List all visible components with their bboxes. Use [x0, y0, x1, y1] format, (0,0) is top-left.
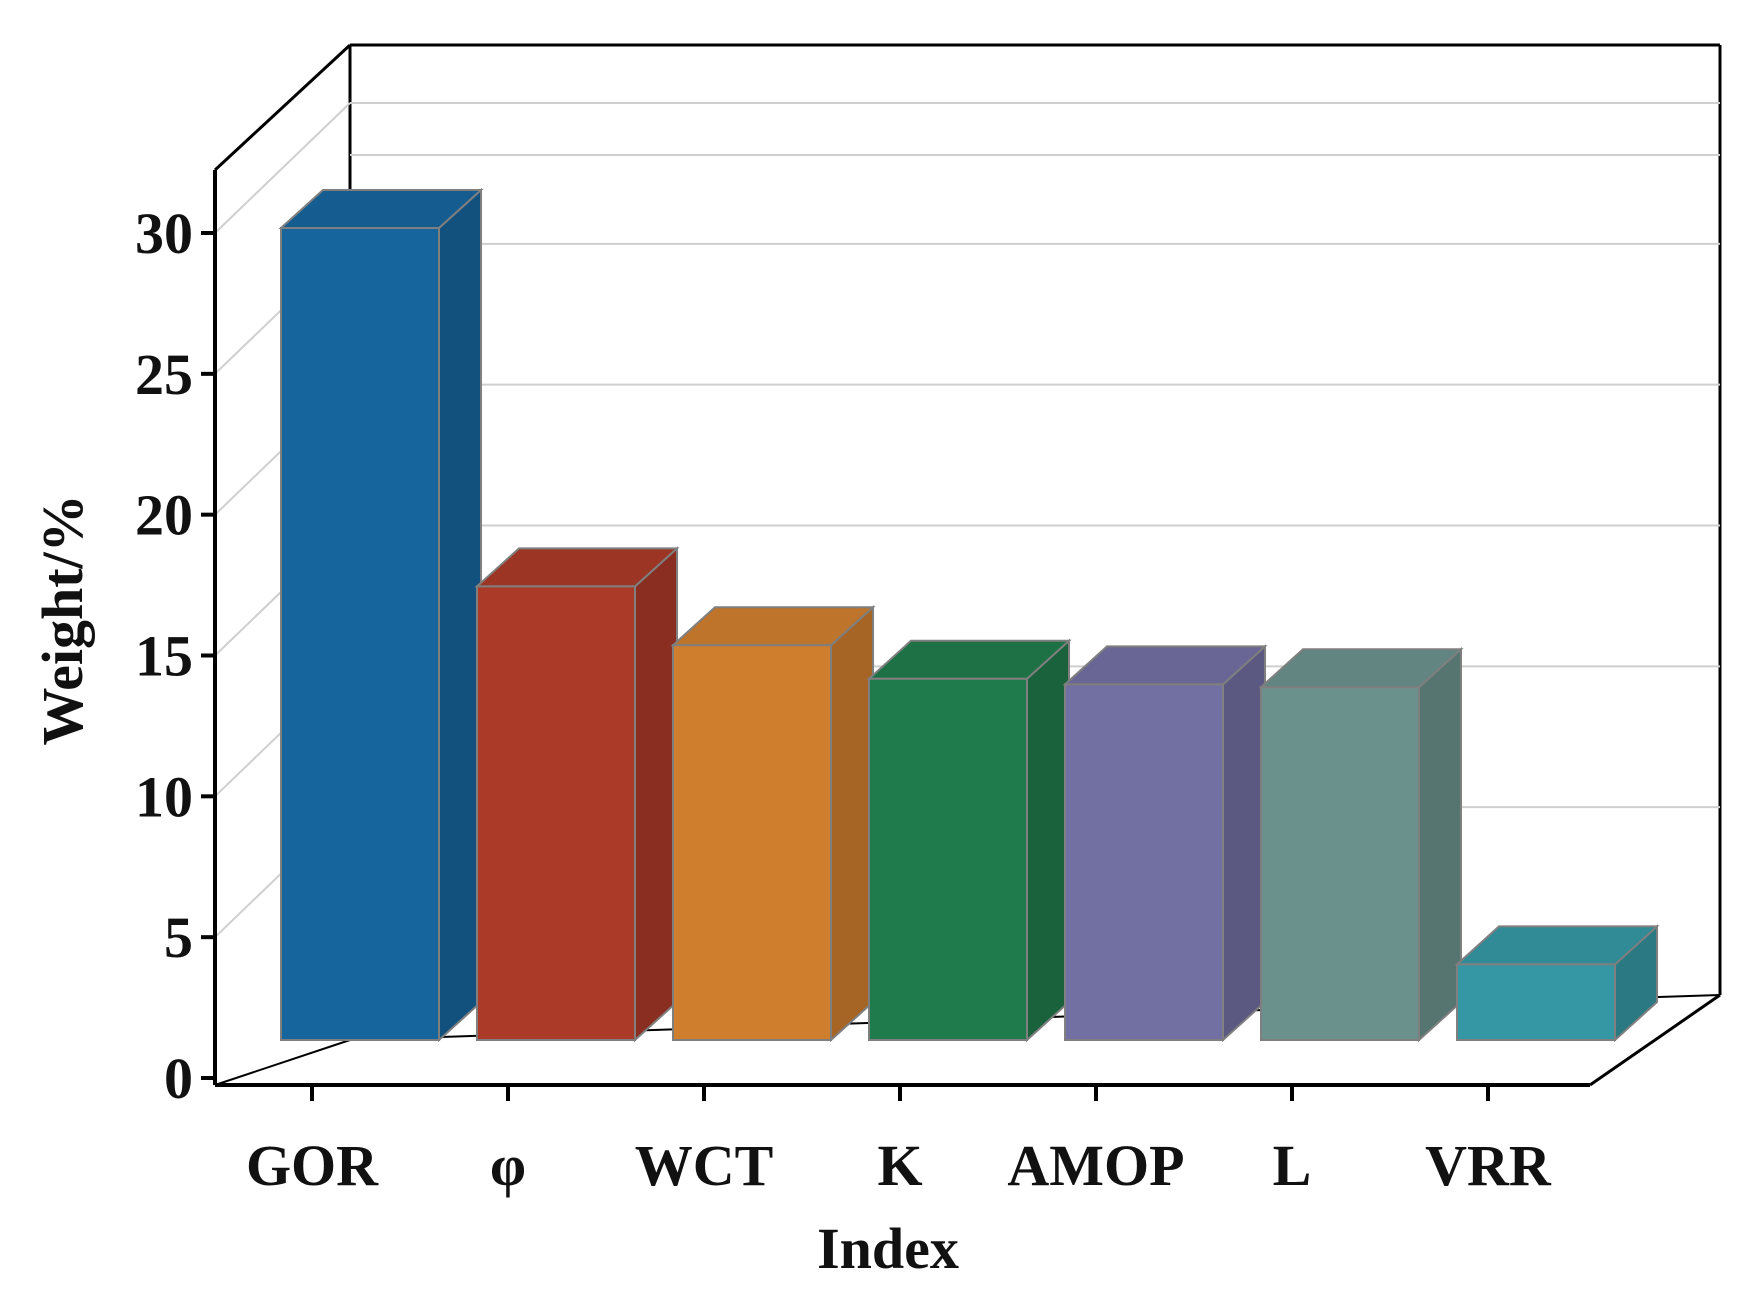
x-tick-label-WCT: WCT: [635, 1133, 774, 1198]
bar-L: [1258, 646, 1464, 1043]
floor-left-edge: [214, 1039, 351, 1086]
x-tick-label-AMOP: AMOP: [1007, 1133, 1184, 1198]
bar-side-GOR: [438, 187, 482, 1043]
bar-WCT: [670, 604, 876, 1043]
y-tick-label-15: 15: [135, 624, 193, 689]
bar-side-AMOP: [1222, 644, 1266, 1043]
side-wall-top-edge: [213, 43, 352, 172]
y-axis-title: Weight/%: [30, 494, 95, 745]
bars: [278, 187, 1660, 1043]
bar-GOR: [278, 187, 484, 1043]
labels: 0 5 10 15 20 25 30 GOR φ WCT K AMOP L VRR: [135, 201, 1552, 1198]
bar-front-L: [1260, 686, 1420, 1041]
bar-front-WCT: [672, 644, 832, 1041]
y-tick-label-20: 20: [135, 483, 193, 548]
x-tick-label-GOR: GOR: [246, 1133, 379, 1198]
bar-front-VRR: [1456, 963, 1616, 1042]
bar-φ: [474, 546, 680, 1043]
y-tick-label-0: 0: [164, 1046, 193, 1111]
bar-side-L: [1418, 646, 1462, 1043]
bar-K: [866, 638, 1072, 1043]
y-tick-label-5: 5: [164, 905, 193, 970]
y-tick-label-10: 10: [135, 764, 193, 829]
y-tick-label-30: 30: [135, 201, 193, 266]
axes: [201, 170, 1590, 1101]
x-tick-label-L: L: [1273, 1133, 1312, 1198]
bar-side-φ: [634, 546, 678, 1043]
bar-front-φ: [476, 585, 636, 1042]
bar-front-K: [868, 677, 1028, 1041]
x-tick-label-VRR: VRR: [1425, 1133, 1552, 1198]
x-tick-label-K: K: [877, 1133, 922, 1198]
gridline-side-30: [214, 102, 351, 234]
bar-side-WCT: [830, 604, 874, 1043]
y-tick-label-25: 25: [135, 342, 193, 407]
bar-VRR: [1454, 924, 1660, 1043]
x-tick-label-φ: φ: [490, 1133, 526, 1198]
bar-AMOP: [1062, 644, 1268, 1043]
bar-side-K: [1026, 638, 1070, 1043]
bar-front-GOR: [280, 227, 440, 1041]
bar-front-AMOP: [1064, 683, 1224, 1042]
x-axis-title: Index: [817, 1216, 959, 1281]
floor-right-edge: [1589, 993, 1721, 1087]
